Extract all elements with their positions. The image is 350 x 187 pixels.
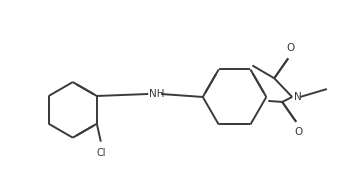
Text: NH: NH bbox=[149, 89, 165, 99]
Text: Cl: Cl bbox=[96, 148, 106, 158]
Text: O: O bbox=[294, 127, 302, 137]
Text: O: O bbox=[286, 43, 294, 53]
Text: N: N bbox=[294, 92, 302, 102]
